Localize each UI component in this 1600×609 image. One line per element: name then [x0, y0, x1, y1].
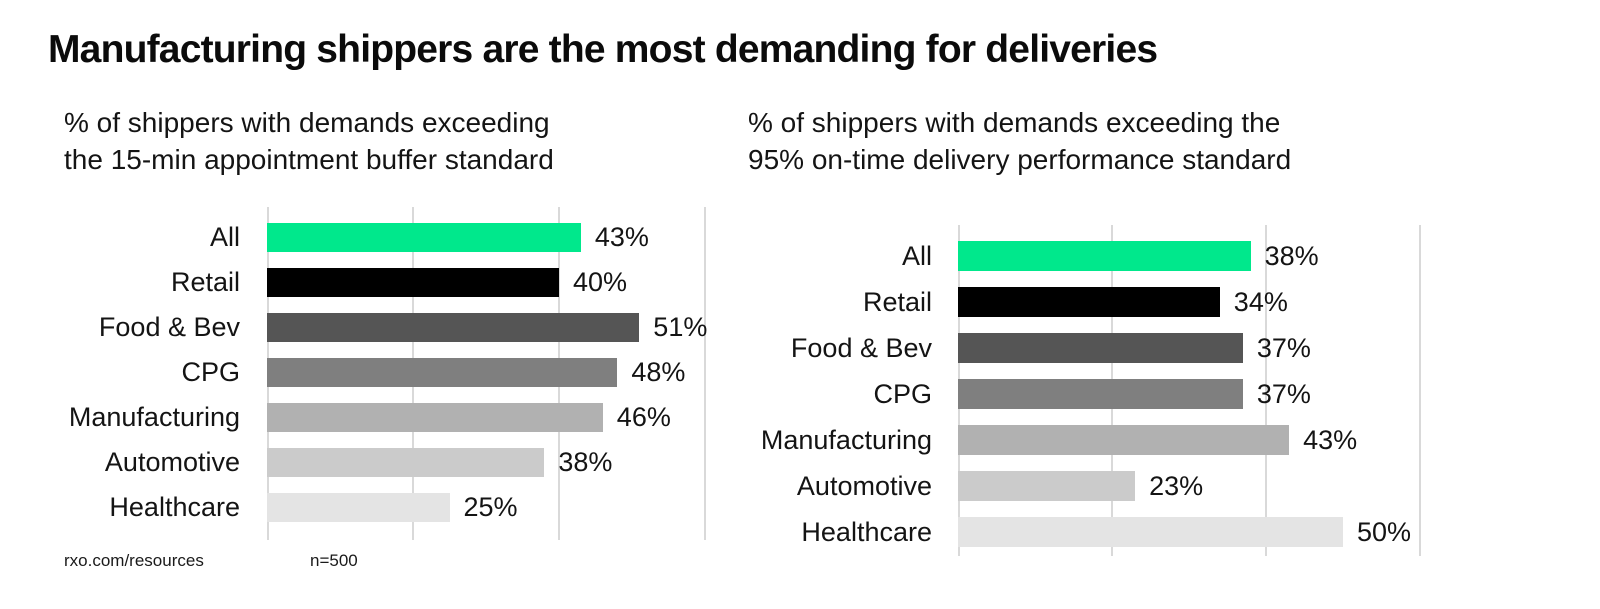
bar-track: 46%: [267, 395, 705, 440]
bar-track: 40%: [267, 260, 705, 305]
bar: [958, 241, 1251, 271]
category-label: Healthcare: [109, 492, 240, 522]
bar: [958, 333, 1243, 363]
bar-track: 37%: [958, 325, 1420, 371]
value-label: 48%: [631, 357, 686, 387]
footer: rxo.com/resources n=500: [64, 551, 358, 571]
category-label: Manufacturing: [760, 424, 932, 455]
category-label: Retail: [170, 267, 240, 297]
bar-row-manufacturing: Manufacturing 43%: [742, 417, 1420, 463]
value-label: 34%: [1233, 286, 1288, 317]
bar: [958, 471, 1136, 501]
category-label: Food & Bev: [98, 312, 240, 342]
right-chart-subtitle-line2: 95% on-time delivery performance standar…: [748, 144, 1292, 175]
left-chart-subtitle: % of shippers with demands exceeding the…: [64, 104, 554, 178]
bar: [958, 287, 1220, 317]
bar: [267, 358, 618, 387]
bar: [958, 425, 1290, 455]
bar-row-automotive: Automotive 23%: [742, 463, 1420, 509]
category-label: All: [901, 240, 932, 271]
value-label: 43%: [594, 222, 649, 252]
value-label: 46%: [616, 402, 671, 432]
appointment-buffer-chart: All 43% Retail 40% Food & Bev 51% CPG 48% Manufa…: [50, 207, 708, 540]
bar-track: 38%: [958, 233, 1420, 279]
left-chart-subtitle-line1: % of shippers with demands exceeding: [64, 107, 550, 138]
value-label: 37%: [1256, 378, 1311, 409]
source-link: rxo.com/resources: [64, 551, 204, 570]
bar-row-manufacturing: Manufacturing 46%: [50, 395, 705, 440]
category-label: CPG: [873, 378, 932, 409]
bar-row-retail: Retail 40%: [50, 260, 705, 305]
bar-track: 34%: [958, 279, 1420, 325]
bar-track: 37%: [958, 371, 1420, 417]
category-label: CPG: [181, 357, 240, 387]
sample-size-label: n=500: [310, 551, 358, 570]
gridline-40: [1264, 225, 1267, 556]
value-label: 43%: [1303, 424, 1358, 455]
category-label: Food & Bev: [790, 332, 932, 363]
bar: [267, 448, 545, 477]
value-label: 25%: [463, 492, 518, 522]
bar: [267, 223, 581, 252]
bar-row-food-bev: Food & Bev 37%: [742, 325, 1420, 371]
bar-track: 48%: [267, 350, 705, 395]
right-chart-rows: All 38% Retail 34% Food & Bev 37% CPG 37% Manufa…: [742, 225, 1420, 555]
value-label: 51%: [653, 312, 708, 342]
bar-row-all: All 38%: [742, 233, 1420, 279]
bar: [267, 493, 450, 522]
bar-row-healthcare: Healthcare 25%: [50, 485, 705, 530]
bar-row-cpg: CPG 37%: [742, 371, 1420, 417]
value-label: 38%: [558, 447, 613, 477]
bar: [267, 403, 603, 432]
bar-track: 25%: [267, 485, 705, 530]
value-label: 40%: [572, 267, 628, 297]
bar-row-cpg: CPG 48%: [50, 350, 705, 395]
value-label: 38%: [1264, 240, 1319, 271]
bar-row-retail: Retail 34%: [742, 279, 1420, 325]
bar: [267, 313, 640, 342]
bar-track: 38%: [267, 440, 705, 485]
bar-row-automotive: Automotive 38%: [50, 440, 705, 485]
category-label: Retail: [862, 286, 932, 317]
left-chart-subtitle-line2: the 15-min appointment buffer standard: [64, 144, 554, 175]
left-chart-rows: All 43% Retail 40% Food & Bev 51% CPG 48% Manufa…: [50, 207, 708, 530]
bar-track: 23%: [958, 463, 1420, 509]
bar-track: 43%: [267, 215, 705, 260]
bar-track: 50%: [958, 509, 1420, 555]
bar-track: 43%: [958, 417, 1420, 463]
category-label: Automotive: [796, 470, 932, 501]
bar-row-all: All 43%: [50, 215, 705, 260]
category-label: Manufacturing: [68, 402, 240, 432]
category-label: Healthcare: [801, 516, 932, 547]
right-chart-subtitle-line1: % of shippers with demands exceeding the: [748, 107, 1281, 138]
value-label: 37%: [1256, 332, 1311, 363]
bar-row-food-bev: Food & Bev 51%: [50, 305, 708, 350]
bar-row-healthcare: Healthcare 50%: [742, 509, 1420, 555]
category-label: Automotive: [104, 447, 240, 477]
category-label: All: [209, 222, 240, 252]
page-title: Manufacturing shippers are the most dema…: [48, 28, 1158, 71]
bar: [267, 268, 559, 297]
on-time-delivery-chart: All 38% Retail 34% Food & Bev 37% CPG 37% Manufa…: [742, 225, 1421, 556]
bar-track: 51%: [267, 305, 708, 350]
gridline-60: [704, 207, 706, 540]
right-chart-subtitle: % of shippers with demands exceeding the…: [748, 104, 1291, 178]
bar: [958, 517, 1343, 547]
bar: [958, 379, 1243, 409]
gridline-60: [1419, 225, 1421, 556]
value-label: 50%: [1357, 516, 1412, 547]
value-label: 23%: [1149, 470, 1204, 501]
